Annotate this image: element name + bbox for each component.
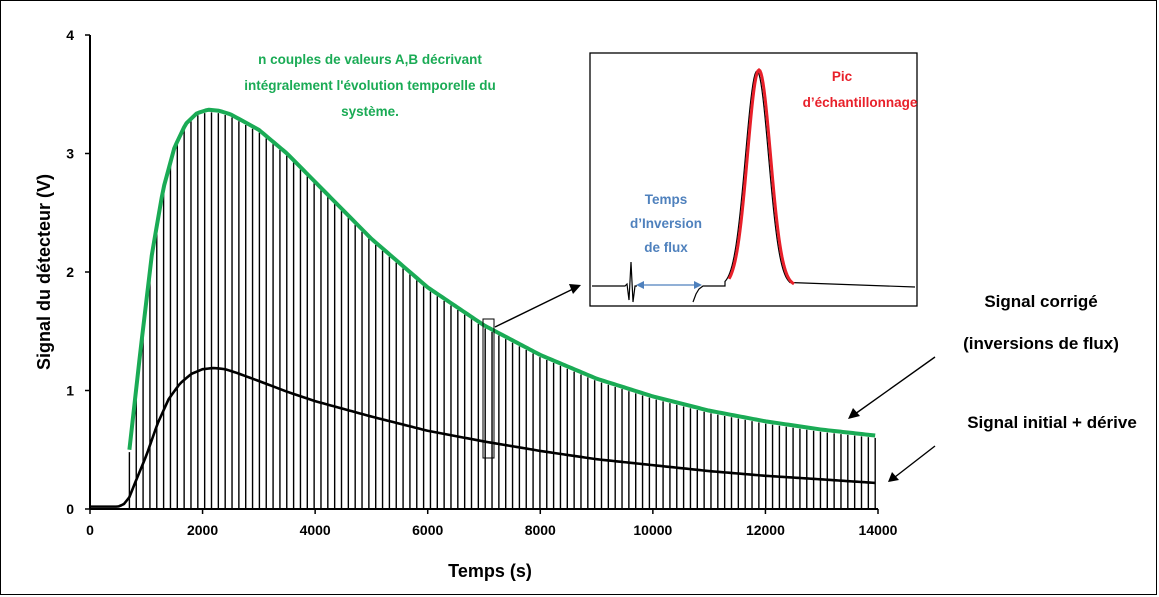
green-annotation-line-1: n couples de valeurs A,B décrivant bbox=[258, 52, 482, 67]
arrows bbox=[494, 284, 936, 482]
inset-time-label-line-2: d’Inversion bbox=[630, 216, 702, 231]
y-tick-label: 0 bbox=[66, 501, 74, 517]
inset-peak-label: Pic d’échantillonnage bbox=[803, 69, 918, 110]
initial-arrowhead bbox=[888, 472, 899, 482]
x-axis-title: Temps (s) bbox=[448, 561, 532, 581]
x-tick-label: 0 bbox=[86, 522, 94, 538]
y-tick-label: 4 bbox=[66, 27, 74, 43]
x-tick-label: 2000 bbox=[187, 522, 218, 538]
corrected-arrowhead bbox=[848, 408, 860, 419]
x-tick-labels: 0 2000 4000 6000 8000 10000 12000 14000 bbox=[86, 522, 898, 538]
inset-red-peak bbox=[727, 68, 795, 286]
inset-peak-label-line-1: Pic bbox=[832, 69, 853, 84]
inset-time-label-line-1: Temps bbox=[645, 192, 688, 207]
inset-time-arrowhead-left bbox=[636, 281, 644, 289]
y-tick-label: 3 bbox=[66, 146, 74, 162]
x-tick-label: 14000 bbox=[859, 522, 898, 538]
inset-time-label: Temps d’Inversion de flux bbox=[630, 192, 702, 255]
ticks bbox=[85, 34, 879, 514]
zoom-box bbox=[482, 318, 495, 459]
y-tick-label: 1 bbox=[66, 383, 74, 399]
series-line-corrected bbox=[127, 107, 876, 450]
label-corrected-line-2: (inversions de flux) bbox=[963, 334, 1119, 353]
x-tick-label: 8000 bbox=[525, 522, 556, 538]
initial-arrow bbox=[894, 445, 936, 478]
x-tick-label: 12000 bbox=[746, 522, 785, 538]
inset-black-trace bbox=[592, 70, 916, 303]
spike-group bbox=[128, 112, 876, 509]
inset-time-label-line-3: de flux bbox=[644, 240, 688, 255]
inset: Temps d’Inversion de flux Pic d’échantil… bbox=[589, 52, 918, 307]
x-tick-label: 10000 bbox=[633, 522, 672, 538]
corrected-arrow bbox=[854, 356, 936, 415]
label-corrected-line-1: Signal corrigé bbox=[984, 292, 1097, 311]
inset-time-arrowhead-right bbox=[694, 281, 702, 289]
green-annotation-line-3: système. bbox=[341, 104, 399, 119]
zoom-arrow bbox=[494, 288, 574, 328]
green-annotation-line-2: intégralement l'évolution temporelle du bbox=[244, 78, 496, 93]
y-tick-labels: 0 1 2 3 4 bbox=[66, 27, 74, 517]
x-tick-label: 6000 bbox=[412, 522, 443, 538]
y-tick-label: 2 bbox=[66, 264, 74, 280]
x-tick-label: 4000 bbox=[300, 522, 331, 538]
label-initial: Signal initial + dérive bbox=[967, 413, 1137, 432]
inset-peak-label-line-2: d’échantillonnage bbox=[803, 95, 918, 110]
y-axis-title: Signal du détecteur (V) bbox=[34, 174, 54, 370]
zoom-arrowhead bbox=[569, 284, 581, 294]
green-annotation: n couples de valeurs A,B décrivant intég… bbox=[244, 52, 496, 119]
